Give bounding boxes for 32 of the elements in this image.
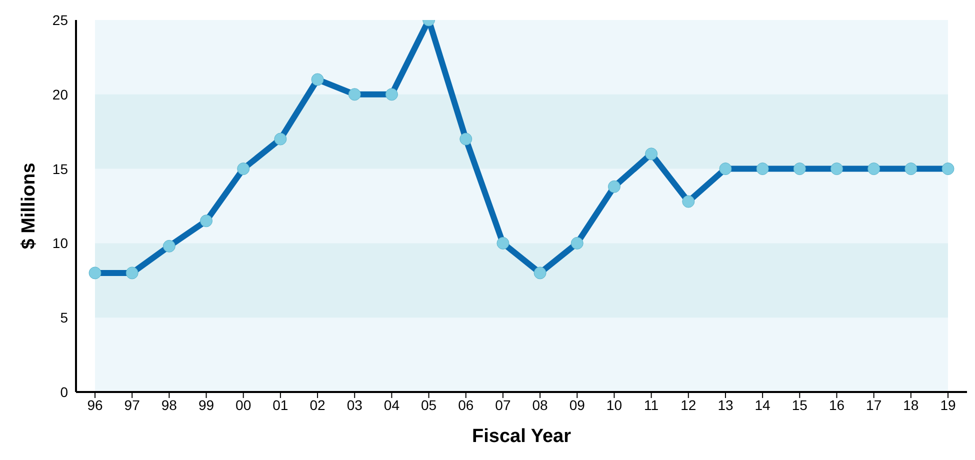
y-tick-label: 10 [52,235,68,252]
x-tick-label: 10 [606,396,622,413]
y-tick-label: 25 [52,12,68,28]
x-tick-label: 06 [458,396,474,413]
x-tick-label: 14 [754,396,771,413]
x-tick-label: 01 [272,396,288,413]
x-tick-label: 04 [384,396,400,413]
x-tick-label: 16 [828,396,845,413]
y-tick-label: 15 [52,160,68,177]
y-tick-label: 20 [52,86,68,102]
x-tick-label: 15 [792,396,808,413]
x-tick-label: 05 [420,396,437,413]
y-tick-label: 0 [60,384,68,400]
x-tick-label: 97 [124,396,140,413]
x-tick-label: 98 [161,396,178,413]
x-tick-label: 99 [198,396,214,413]
x-tick-label: 12 [680,396,696,413]
x-tick-label: 13 [718,396,734,413]
x-tick-label: 03 [346,396,363,413]
x-tick-label: 11 [644,396,659,413]
x-tick-label: 02 [310,396,326,413]
x-tick-label: 09 [569,396,586,413]
x-tick-label: 19 [940,396,956,413]
x-tick-label: 96 [87,396,103,413]
x-tick-label: 18 [903,396,919,413]
x-tick-label: 07 [495,396,511,413]
x-axis-title: Fiscal Year [472,426,572,447]
y-tick-label: 5 [60,310,68,326]
y-axis-title: $ Millions [18,162,40,250]
x-tick-label: 00 [236,396,252,413]
x-tick-label: 08 [532,396,548,413]
x-tick-label: 17 [866,396,882,413]
